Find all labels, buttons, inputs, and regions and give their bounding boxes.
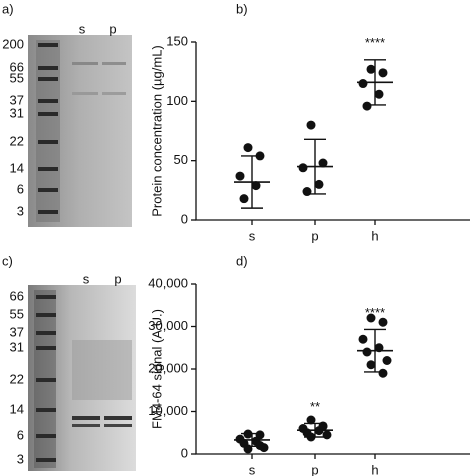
significance-label: ** bbox=[310, 399, 320, 414]
marker-label: 6 bbox=[17, 427, 24, 442]
data-point bbox=[251, 181, 261, 191]
ladder-band bbox=[36, 313, 56, 317]
panel-label: c) bbox=[2, 253, 13, 268]
y-tick-label: 10,000 bbox=[148, 403, 188, 418]
x-tick-label: s bbox=[249, 462, 256, 476]
ladder-band bbox=[36, 346, 56, 350]
lane-label: s bbox=[83, 271, 90, 286]
marker-label: 55 bbox=[10, 306, 24, 321]
ladder-band bbox=[36, 378, 56, 382]
data-point bbox=[306, 120, 316, 130]
y-axis-label: Protein concentration (µg/mL) bbox=[149, 45, 164, 217]
ladder-band bbox=[36, 434, 56, 438]
marker-label: 31 bbox=[10, 339, 24, 354]
x-tick-label: h bbox=[371, 462, 378, 476]
data-point bbox=[362, 347, 372, 357]
data-point bbox=[382, 356, 392, 365]
panel-label: b) bbox=[236, 1, 248, 16]
marker-label: 37 bbox=[10, 324, 24, 339]
y-tick-label: 150 bbox=[166, 33, 188, 48]
marker-label: 66 bbox=[10, 59, 24, 74]
data-point bbox=[374, 89, 384, 99]
marker-label: 22 bbox=[10, 133, 24, 148]
x-tick-label: s bbox=[249, 228, 256, 243]
significance-label: **** bbox=[365, 305, 385, 320]
lane-label: p bbox=[109, 21, 116, 36]
data-point bbox=[362, 101, 372, 111]
ladder-band bbox=[36, 295, 56, 299]
significance-label: **** bbox=[365, 35, 385, 50]
data-point bbox=[366, 64, 376, 74]
ladder-band bbox=[36, 408, 56, 412]
data-point bbox=[358, 79, 368, 89]
marker-label: 14 bbox=[10, 401, 24, 416]
gel-a bbox=[28, 35, 132, 227]
data-point bbox=[243, 143, 253, 153]
marker-label: 3 bbox=[17, 203, 24, 218]
data-point bbox=[314, 179, 324, 189]
data-point bbox=[366, 360, 376, 370]
ladder-band bbox=[38, 140, 58, 144]
y-tick-label: 0 bbox=[181, 211, 188, 226]
marker-label: 14 bbox=[10, 160, 24, 175]
y-tick-label: 50 bbox=[174, 152, 188, 167]
ladder-band bbox=[38, 167, 58, 171]
ladder-band bbox=[38, 77, 58, 81]
y-tick-label: 40,000 bbox=[148, 275, 188, 290]
y-tick-label: 100 bbox=[166, 93, 188, 108]
x-tick-label: h bbox=[371, 228, 378, 243]
data-point bbox=[298, 163, 308, 173]
data-point bbox=[306, 415, 316, 425]
marker-label: 55 bbox=[10, 70, 24, 85]
data-point bbox=[235, 171, 245, 181]
data-point bbox=[358, 334, 368, 344]
lane-label: s bbox=[79, 21, 86, 36]
ladder-band bbox=[38, 112, 58, 116]
data-point bbox=[378, 68, 388, 78]
marker-label: 6 bbox=[17, 181, 24, 196]
data-point bbox=[239, 194, 249, 204]
ladder-band bbox=[36, 331, 56, 335]
axis bbox=[195, 284, 470, 455]
axis bbox=[195, 42, 470, 221]
y-tick-label: 30,000 bbox=[148, 318, 188, 333]
marker-label: 22 bbox=[10, 371, 24, 386]
marker-label: 200 bbox=[2, 36, 24, 51]
ladder-band bbox=[38, 99, 58, 103]
data-point bbox=[318, 158, 328, 168]
marker-label: 31 bbox=[10, 105, 24, 120]
ladder-band bbox=[38, 210, 58, 214]
ladder-band bbox=[38, 43, 58, 47]
data-point bbox=[302, 187, 312, 197]
marker-label: 37 bbox=[10, 92, 24, 107]
panel-label: a) bbox=[2, 1, 14, 16]
marker-label: 3 bbox=[17, 451, 24, 466]
ladder-band bbox=[38, 188, 58, 192]
data-point bbox=[378, 368, 388, 378]
panel-label: d) bbox=[236, 253, 248, 268]
ladder-band bbox=[38, 66, 58, 70]
data-point bbox=[378, 317, 388, 327]
data-point bbox=[366, 313, 376, 323]
x-tick-label: p bbox=[311, 228, 318, 243]
y-tick-label: 20,000 bbox=[148, 360, 188, 375]
y-axis-label: FM4-64 signal (A.U.) bbox=[149, 309, 164, 429]
marker-label: 66 bbox=[10, 288, 24, 303]
data-point bbox=[255, 441, 265, 450]
y-tick-label: 0 bbox=[181, 445, 188, 460]
ladder-band bbox=[36, 458, 56, 462]
lane-label: p bbox=[114, 271, 121, 286]
x-tick-label: p bbox=[311, 462, 318, 476]
data-point bbox=[322, 430, 332, 440]
